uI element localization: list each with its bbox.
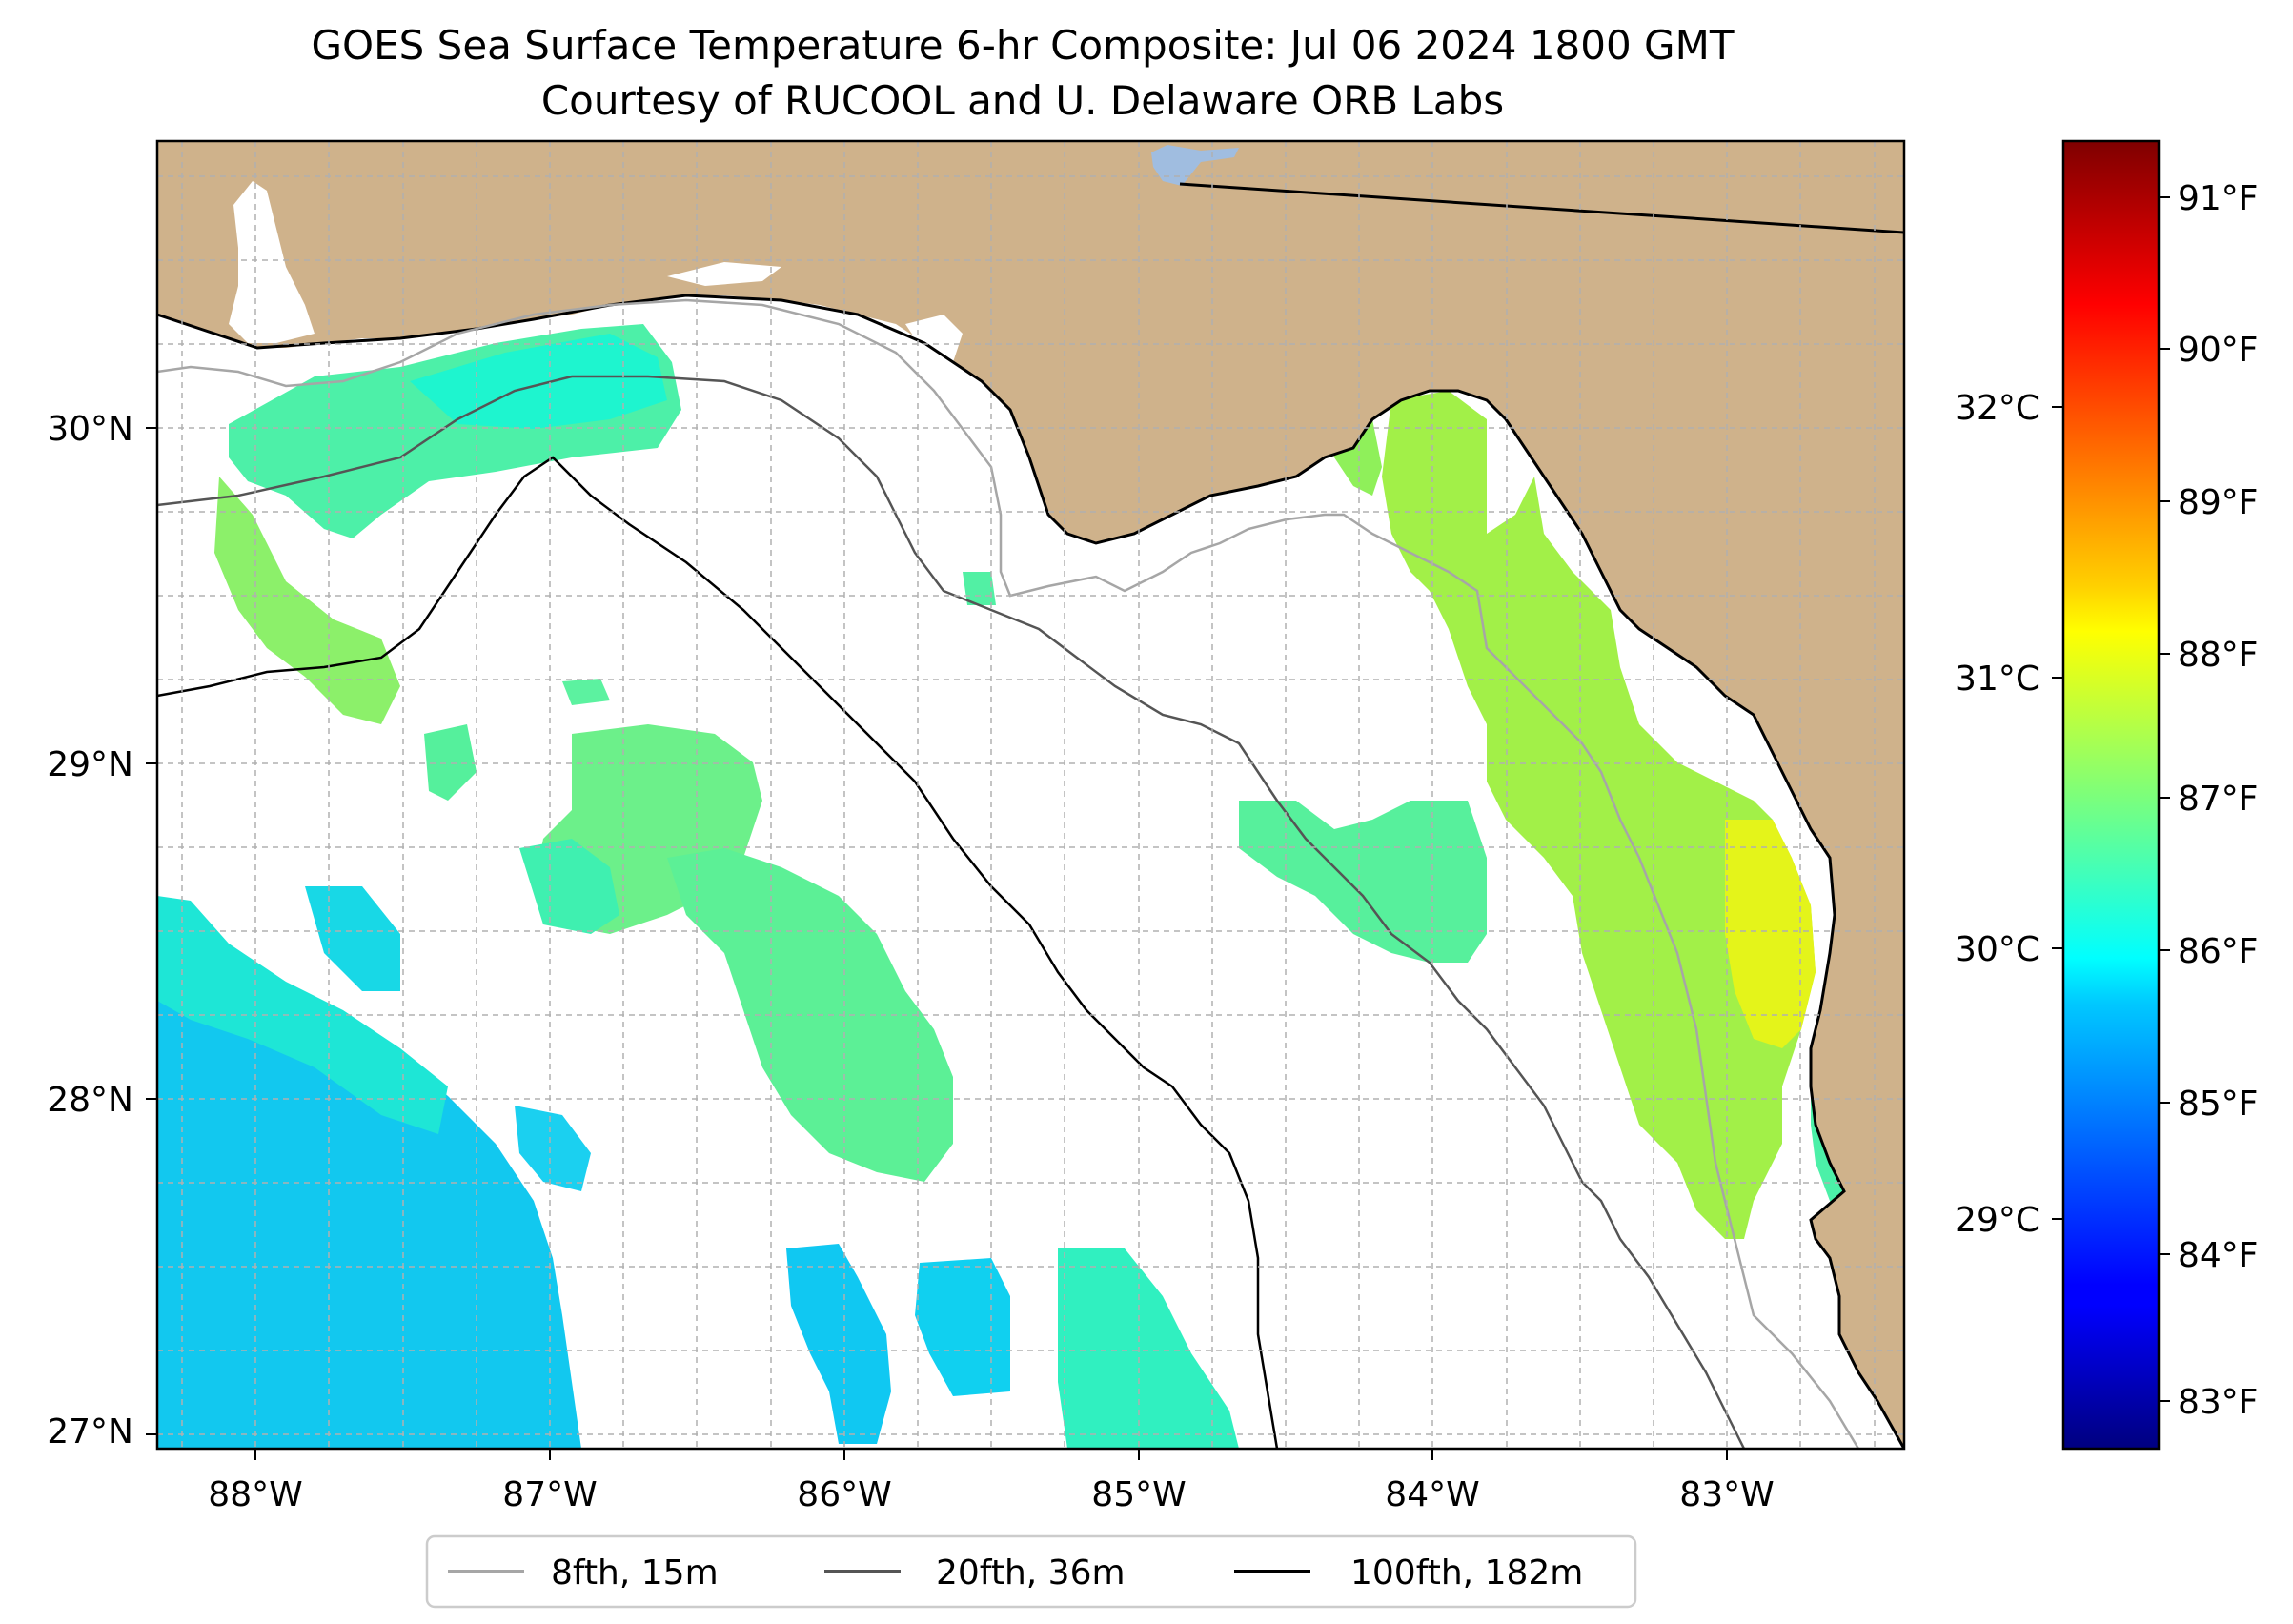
- lat-label-28n: 28°N: [47, 1081, 133, 1120]
- lon-label-84w: 84°W: [1385, 1475, 1479, 1514]
- sst-patch-central-c: [519, 839, 619, 934]
- sst-patch-southwest-edge: [157, 896, 448, 1134]
- legend-label-8fth: 8fth, 15m: [551, 1553, 719, 1593]
- colorbar-label-91f: 91°F: [2178, 179, 2259, 218]
- lat-label-27n: 27°N: [47, 1412, 133, 1451]
- sst-patch-lower-a: [515, 1106, 591, 1191]
- map-title: GOES Sea Surface Temperature 6-hr Compos…: [312, 22, 1735, 69]
- colorbar-label-87f: 87°F: [2178, 780, 2259, 819]
- colorbar-celsius-ticks: [2052, 406, 2063, 1220]
- map-panel: [157, 141, 1904, 1449]
- colorbar-label-84f: 84°F: [2178, 1236, 2259, 1275]
- state-border: [1179, 182, 1904, 234]
- map-subtitle: Courtesy of RUCOOL and U. Delaware ORB L…: [541, 77, 1504, 124]
- mobile-bay: [229, 181, 315, 343]
- lake: [1151, 145, 1239, 186]
- colorbar-label-30c: 30°C: [1955, 930, 2039, 969]
- lat-axis: [146, 427, 157, 1435]
- legend-box: [425, 1534, 1637, 1609]
- sst-patch-bottom-c: [1058, 1248, 1239, 1449]
- colorbar-label-31c: 31°C: [1955, 660, 2039, 699]
- bay-cutout-b: [905, 315, 963, 362]
- sst-patch-small-c: [963, 572, 996, 605]
- gridlines: [157, 141, 1904, 1449]
- sst-patch-cedar: [1239, 801, 1487, 963]
- sst-patch-small-b: [562, 679, 610, 705]
- colorbar-label-32c: 32°C: [1955, 389, 2039, 428]
- land-north: [157, 141, 1904, 1449]
- lon-label-86w: 86°W: [797, 1475, 891, 1514]
- sst-patch-wfs-yellow: [1725, 820, 1816, 1048]
- legend: 8fth, 15m 20fth, 36m 100fth, 182m: [425, 1534, 1637, 1609]
- lon-label-83w: 83°W: [1679, 1475, 1774, 1514]
- sst-patch-bottom-b: [915, 1258, 1010, 1396]
- colorbar: [2061, 139, 2161, 1451]
- sst-patch-bigbend: [1382, 391, 1816, 1239]
- sst-patch-mobile-core: [410, 334, 667, 429]
- legend-label-20fth: 20fth, 36m: [936, 1553, 1126, 1593]
- colorbar-label-90f: 90°F: [2178, 331, 2259, 370]
- colorbar-fahrenheit-ticks: [2159, 196, 2170, 1402]
- colorbar-label-88f: 88°F: [2178, 636, 2259, 675]
- lon-label-88w: 88°W: [208, 1475, 302, 1514]
- bay-cutout-a: [667, 262, 781, 286]
- coastline: [157, 294, 1904, 1449]
- isobath-8fth: [157, 298, 1860, 1449]
- sst-patch-southwest-east: [305, 886, 400, 991]
- lon-label-85w: 85°W: [1091, 1475, 1186, 1514]
- colorbar-label-83f: 83°F: [2178, 1383, 2259, 1422]
- isobath-100fth: [157, 456, 1279, 1449]
- lat-label-29n: 29°N: [47, 745, 133, 784]
- lon-label-87w: 87°W: [502, 1475, 597, 1514]
- colorbar-label-89f: 89°F: [2178, 483, 2259, 522]
- sst-patch-bottom-a: [786, 1244, 891, 1444]
- colorbar-label-86f: 86°F: [2178, 932, 2259, 971]
- colorbar-label-85f: 85°F: [2178, 1085, 2259, 1124]
- lat-label-30n: 30°N: [47, 410, 133, 449]
- map-frame: [155, 139, 1906, 1451]
- legend-label-100fth: 100fth, 182m: [1350, 1553, 1583, 1593]
- lon-axis: [254, 1449, 1728, 1460]
- colorbar-label-29c: 29°C: [1955, 1201, 2039, 1240]
- isobath-20fth: [157, 375, 1746, 1449]
- sst-patch-small-a: [424, 724, 477, 801]
